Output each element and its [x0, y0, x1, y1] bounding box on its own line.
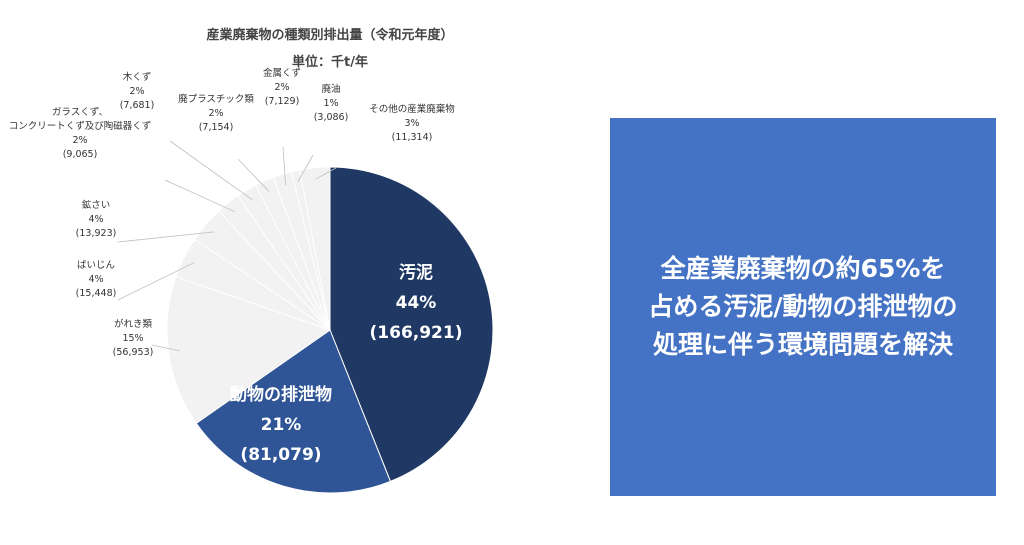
summary-callout-line: 全産業廃棄物の約65%を: [660, 254, 946, 283]
slice-label: がれき類 15% (56,953): [113, 318, 154, 358]
leader-line: [282, 146, 286, 186]
slice-label-name: その他の産業廃棄物: [369, 103, 455, 115]
pie-slice: [299, 166, 331, 331]
slice-label-percent: 2%: [274, 82, 289, 93]
slice-label-value: (9,065): [63, 149, 98, 160]
slice-label-value: (7,681): [120, 100, 155, 111]
slice-label-percent: 4%: [88, 274, 103, 285]
slice-label-name: コンクリートくず及び陶磁器くず: [9, 120, 152, 132]
leader-line: [237, 158, 270, 192]
chart-title: 産業廃棄物の種類別排出量（令和元年度）: [206, 28, 454, 43]
slice-label: 金属くず 2% (7,129): [263, 67, 301, 107]
leader-line: [169, 140, 253, 201]
slice-label-value: (7,154): [199, 122, 234, 133]
leader-lines: [117, 140, 337, 352]
leader-line: [117, 262, 195, 301]
slice-label: 木くず 2% (7,681): [120, 71, 155, 111]
slice-label-value: (56,953): [113, 347, 154, 358]
summary-callout-box: 全産業廃棄物の約65%を 占める汚泥/動物の排泄物の 処理に伴う環境問題を解決: [610, 118, 996, 496]
slice-labels: 汚泥 44% (166,921) 動物の排泄物 21% (81,079) がれき類 15% (5…: [9, 67, 463, 465]
slice-label: 廃油 1% (3,086): [314, 83, 349, 123]
slice-label-value: (3,086): [314, 112, 349, 123]
pie-slice: [195, 329, 392, 494]
leader-line: [297, 154, 314, 183]
slice-label: 鉱さい 4% (13,923): [76, 199, 117, 239]
slice-label-name: 汚泥: [399, 262, 433, 283]
slice-label-value: (11,314): [392, 132, 433, 143]
leader-line: [151, 344, 180, 352]
slice-label-name: 廃プラスチック類: [178, 93, 254, 105]
summary-callout-text: 全産業廃棄物の約65%を 占める汚泥/動物の排泄物の 処理に伴う環境問題を解決: [648, 250, 957, 364]
leader-line: [315, 167, 337, 180]
slice-label-percent: 3%: [404, 118, 419, 129]
slice-label-value: (81,079): [240, 445, 321, 465]
slice-label: ガラスくず、コンクリートくず及び陶磁器くず 2% (9,065): [9, 107, 152, 160]
summary-callout-line: 処理に伴う環境問題を解決: [652, 330, 953, 359]
pie-slice: [166, 276, 332, 424]
slice-label-percent: 1%: [323, 98, 338, 109]
slice-label-name: 鉱さい: [82, 199, 111, 211]
summary-callout-line: 占める汚泥/動物の排泄物の: [648, 292, 958, 321]
slice-label-value: (166,921): [370, 323, 463, 343]
slice-label-percent: 4%: [88, 214, 103, 225]
slice-label-name: がれき類: [114, 318, 153, 330]
chart-unit-subtitle: 単位：千t/年: [292, 55, 368, 70]
slice-label: 廃プラスチック類 2% (7,154): [178, 93, 254, 133]
slice-label-percent: 2%: [208, 108, 223, 119]
slice-label: 汚泥 44% (166,921): [370, 262, 463, 343]
slice-label-percent: 15%: [122, 333, 143, 344]
slice-label-name: 金属くず: [263, 67, 301, 79]
leader-line: [117, 231, 215, 243]
slice-label-percent: 2%: [129, 86, 144, 97]
slice-label-name: ガラスくず、: [52, 107, 108, 118]
slice-label: 動物の排泄物 21% (81,079): [230, 384, 332, 465]
slice-label: ばいじん 4% (15,448): [76, 260, 117, 299]
slice-label-percent: 44%: [396, 293, 437, 313]
slice-label-value: (7,129): [265, 96, 300, 107]
slice-label-value: (13,923): [76, 228, 117, 239]
pie-slice: [329, 166, 494, 483]
leader-line: [164, 179, 236, 213]
slice-label-name: 廃油: [321, 83, 340, 95]
slice-label-percent: 2%: [72, 135, 87, 146]
pie-slices: [166, 166, 494, 494]
slice-label: その他の産業廃棄物 3% (11,314): [369, 103, 455, 143]
slice-label-value: (15,448): [76, 288, 117, 299]
slice-label-name: 木くず: [123, 71, 152, 83]
slice-label-percent: 21%: [261, 415, 302, 435]
slice-label-name: ばいじん: [77, 260, 115, 271]
slice-label-name: 動物の排泄物: [230, 384, 332, 405]
